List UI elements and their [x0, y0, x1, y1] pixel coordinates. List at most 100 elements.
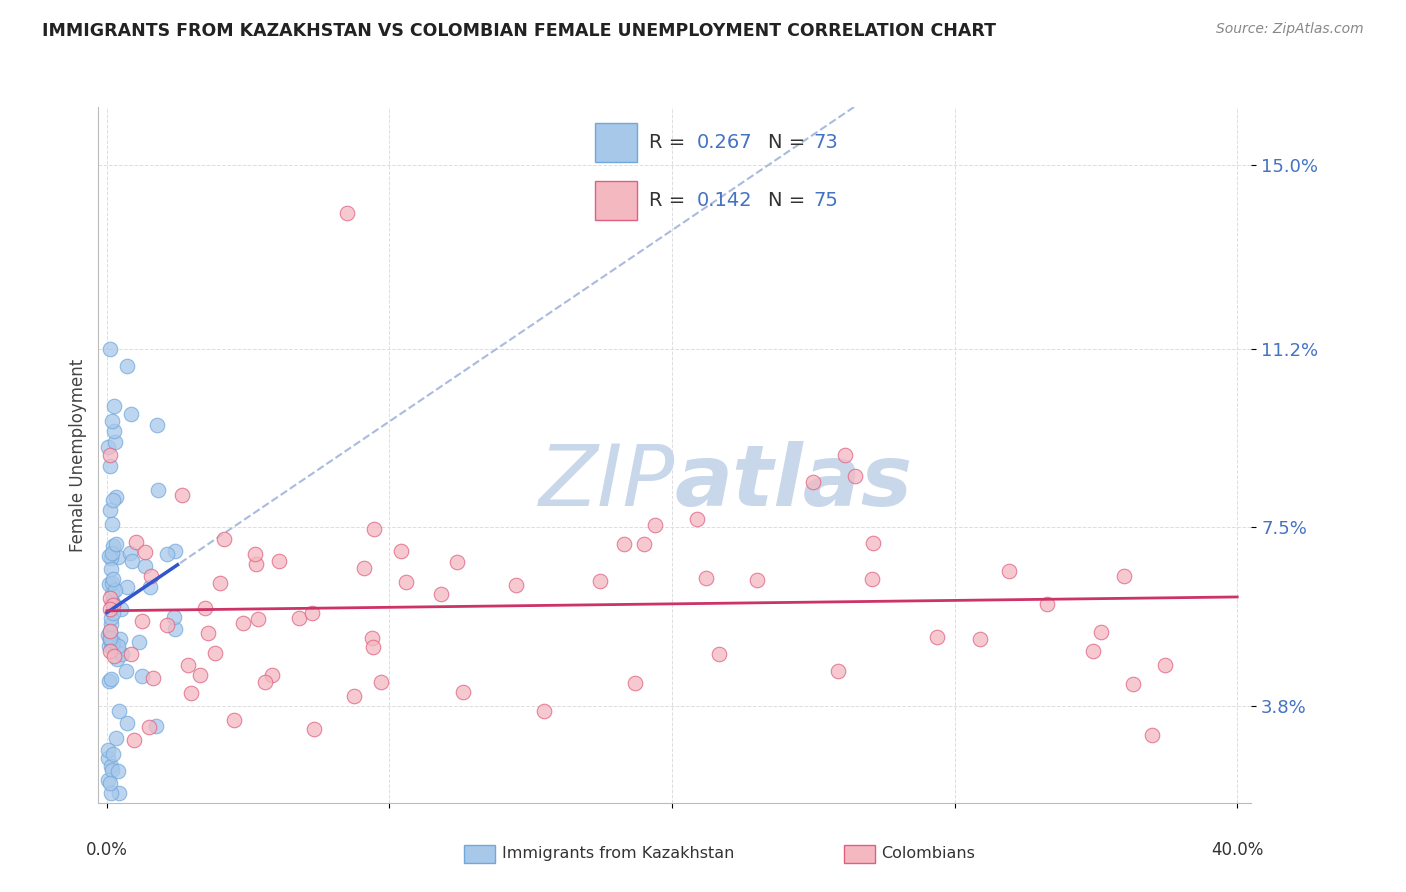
Point	[101, 493, 124, 508]
Point	[101, 595, 124, 609]
Point	[98, 640, 121, 654]
Point	[343, 689, 366, 703]
Point	[103, 606, 125, 620]
Text: N =: N =	[769, 191, 813, 211]
Point	[103, 424, 125, 438]
Point	[163, 543, 186, 558]
Point	[101, 545, 124, 559]
Point	[100, 550, 122, 565]
Point	[827, 664, 849, 678]
Point	[246, 612, 269, 626]
Point	[395, 575, 418, 590]
Point	[834, 448, 856, 462]
Point	[98, 342, 121, 356]
Point	[115, 580, 138, 594]
Point	[97, 628, 120, 642]
Point	[117, 716, 139, 731]
Point	[100, 575, 122, 590]
Point	[156, 547, 179, 561]
Point	[505, 578, 527, 592]
Point	[105, 652, 128, 666]
Point	[163, 610, 186, 624]
Point	[105, 491, 128, 505]
Point	[122, 732, 145, 747]
Point	[998, 564, 1021, 578]
Point	[121, 554, 143, 568]
Point	[146, 483, 169, 498]
Text: 0.142: 0.142	[696, 191, 752, 211]
Point	[212, 532, 235, 546]
Point	[353, 561, 375, 575]
Point	[172, 488, 194, 502]
Point	[97, 750, 120, 764]
Point	[101, 635, 124, 649]
Point	[1083, 644, 1105, 658]
Point	[633, 537, 655, 551]
Point	[336, 206, 359, 220]
Point	[451, 685, 474, 699]
Point	[101, 572, 124, 586]
Point	[844, 469, 866, 483]
Point	[101, 597, 124, 611]
Point	[98, 601, 121, 615]
Point	[101, 586, 124, 600]
Point	[103, 649, 125, 664]
Point	[101, 747, 124, 762]
Point	[176, 658, 198, 673]
Point	[98, 643, 121, 657]
Point	[103, 400, 125, 414]
Point	[925, 631, 948, 645]
Point	[98, 448, 121, 462]
Point	[98, 624, 121, 639]
Point	[360, 632, 382, 646]
Point	[100, 562, 122, 576]
Point	[131, 614, 153, 628]
Point	[204, 646, 226, 660]
Point	[1122, 677, 1144, 691]
Point	[104, 583, 127, 598]
Bar	[595, 123, 637, 161]
Point	[103, 596, 125, 610]
Point	[100, 414, 122, 428]
Point	[101, 516, 124, 531]
Point	[108, 704, 131, 718]
Point	[111, 647, 134, 661]
Point	[361, 640, 384, 655]
Point	[232, 615, 254, 630]
Point	[222, 713, 245, 727]
Point	[145, 719, 167, 733]
Point	[115, 359, 138, 373]
Point	[97, 549, 120, 563]
Point	[128, 635, 150, 649]
Text: 0.267: 0.267	[696, 133, 752, 152]
Point	[253, 675, 276, 690]
Point	[131, 669, 153, 683]
Point	[695, 571, 717, 585]
Point	[107, 786, 129, 800]
Point	[363, 522, 385, 536]
Point	[100, 591, 122, 605]
Text: atlas: atlas	[675, 442, 912, 524]
Point	[138, 720, 160, 734]
Point	[101, 599, 124, 613]
Point	[288, 611, 311, 625]
Text: ZIP: ZIP	[538, 442, 675, 524]
Point	[624, 676, 647, 690]
Text: Immigrants from Kazakhstan: Immigrants from Kazakhstan	[502, 847, 734, 861]
Point	[267, 554, 290, 568]
Point	[302, 723, 325, 737]
Point	[1114, 568, 1136, 582]
Point	[107, 764, 129, 778]
Point	[139, 580, 162, 594]
Point	[429, 587, 451, 601]
Point	[100, 786, 122, 800]
Point	[862, 536, 884, 550]
Text: 40.0%: 40.0%	[1211, 841, 1264, 860]
Point	[101, 539, 124, 553]
Point	[860, 572, 883, 586]
Point	[165, 622, 187, 636]
Point	[97, 576, 120, 591]
Point	[194, 601, 217, 615]
Point	[180, 685, 202, 699]
Text: IMMIGRANTS FROM KAZAKHSTAN VS COLOMBIAN FEMALE UNEMPLOYMENT CORRELATION CHART: IMMIGRANTS FROM KAZAKHSTAN VS COLOMBIAN …	[42, 22, 997, 40]
